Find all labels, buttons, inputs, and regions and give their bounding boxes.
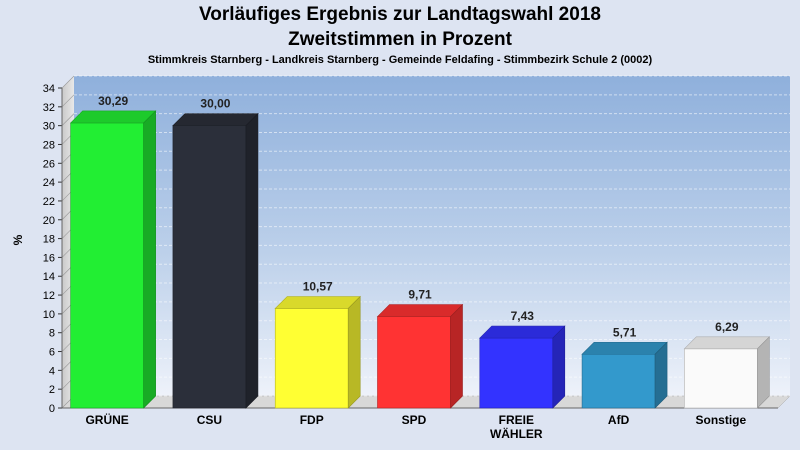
bar-top [172,113,259,126]
value-label: 30,00 [200,97,230,111]
y-tick-label: 20 [43,215,55,227]
bar-top [274,296,361,309]
bar-top [376,304,464,317]
chart-title: Vorläufiges Ergebnis zur Landtagswahl 20… [199,4,601,25]
chart-caption: Stimmkreis Starnberg - Landkreis Starnbe… [147,54,653,66]
bar-front [274,308,349,409]
bar-front [70,122,144,409]
bar-top [479,325,566,339]
bar-top [69,110,157,124]
y-tick-label: 2 [49,384,55,396]
bar-side [654,341,668,409]
bar-top [581,341,668,355]
value-label: 6,29 [715,320,739,334]
category-label: FREIE [499,413,534,427]
labels: 30,29 GRÜNE 30,00 CSU 10,57 FDP 9,71 SPD 7,43 FRE… [85,94,746,441]
bar-5 [479,325,566,409]
bar-side [757,336,770,409]
category-label: WÄHLER [490,426,543,441]
gridline-side [61,94,75,108]
y-tick-label: 10 [43,309,55,321]
bar-side [450,303,463,409]
y-tick-label: 24 [43,177,55,189]
y-tick-label: 22 [43,196,55,208]
bar-front [479,337,554,409]
value-label: 5,71 [613,325,637,339]
category-label: FDP [300,413,324,427]
chart-subtitle: Zweitstimmen in Prozent [288,29,512,50]
y-tick-label: 8 [49,328,55,340]
bar-front [377,316,451,409]
y-tick-label: 30 [43,121,55,133]
y-tick-label: 26 [43,158,55,170]
bar-side [143,110,156,409]
y-tick-label: 6 [49,347,55,359]
bar-6 [581,341,668,409]
category-label: Sonstige [696,413,747,427]
value-label: 30,29 [98,94,128,108]
y-tick-label: 28 [43,139,55,151]
y-tick-label: 32 [43,102,55,114]
bar-side [552,325,566,409]
bar-side [347,295,361,409]
bar-top [683,336,771,350]
y-tick-label: 34 [43,83,55,95]
bar-7 [683,336,771,409]
y-axis-label: % [11,234,25,245]
category-label: CSU [197,413,222,427]
bar-front [581,353,656,409]
bar-front [172,125,247,409]
bar-3 [274,295,361,409]
category-label: GRÜNE [85,412,128,427]
value-label: 10,57 [303,280,333,294]
bars [69,110,771,409]
y-tick-label: 12 [43,290,55,302]
gridline-side [61,75,75,89]
bar-2 [172,112,259,409]
y-tick-label: 16 [43,252,55,264]
y-tick-label: 14 [43,271,55,283]
bar-side [245,112,259,409]
value-label: 9,71 [408,288,432,302]
bar-front [684,348,758,409]
y-tick-label: 0 [49,403,55,415]
category-label: SPD [402,413,427,427]
bar-1 [69,110,157,409]
bar-4 [376,303,464,409]
gridline-side [61,113,75,126]
value-label: 7,43 [511,309,535,323]
y-tick-label: 18 [43,234,55,246]
category-label: AfD [608,413,630,427]
y-tick-label: 4 [49,365,55,377]
